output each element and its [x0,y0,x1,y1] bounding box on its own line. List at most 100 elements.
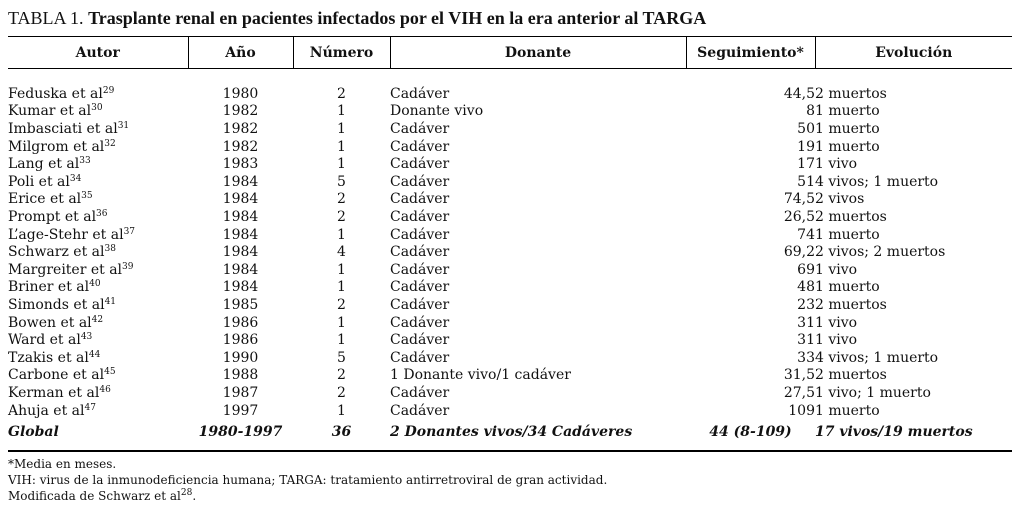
followup-cell: 23 [797,297,815,314]
table-title: TABLA 1. Trasplante renal en pacientes i… [8,8,706,29]
table-row: Ward et al43 1986 1 Cadáver 31 1 vivo [8,332,1012,350]
number-cell: 2 [337,384,346,401]
year-cell: 1984 [222,279,259,296]
reference-number: 42 [91,314,104,325]
donor-cell: Cadáver [390,85,450,102]
year-cell: 1982 [222,121,259,138]
author-name: Kumar et al [8,103,92,120]
author-name: Ward et al [8,332,81,349]
table-row: Briner et al40 1984 1 Cadáver 48 1 muerto [8,279,1012,297]
author-name: Schwarz et al [8,244,105,261]
author-name: Ahuja et al [8,402,85,419]
reference-number: 41 [104,297,117,308]
header-donor: Donante [389,37,686,68]
followup-cell: 50 [797,121,815,138]
footnote-abbreviations: VIH: virus de la inmunodeficiencia human… [8,473,608,487]
reference-number: 39 [122,261,134,272]
reference-number: 38 [104,244,116,255]
author-name: Carbone et al [8,367,105,384]
outcome-cell: 1 muerto [815,103,880,120]
followup-cell: 8 [806,103,815,120]
author-name: L’age-Stehr et al [8,226,124,243]
donor-cell: Cadáver [390,384,450,401]
year-cell: 1997 [222,402,259,419]
donor-cell: Cadáver [390,191,450,208]
followup-cell: 17 [797,156,815,173]
number-cell: 2 [337,85,346,102]
table-row: Milgrom et al32 1982 1 Cadáver 19 1 muerto [8,138,1012,156]
footnote-mean: *Media en meses. [8,457,117,471]
outcome-cell: 2 muertos [815,297,887,314]
table-row: Margreiter et al39 1984 1 Cadáver 69 1 vivo [8,262,1012,280]
bottom-rule [8,450,1012,452]
author-cell: L’age-Stehr et al37 [8,226,188,244]
followup-cell: 109 [788,402,815,419]
number-cell: 2 [337,367,346,384]
year-cell: 1984 [222,191,259,208]
number-cell: 5 [337,173,346,190]
reference-number: 29 [102,85,115,96]
author-name: Tzakis et al [8,349,89,366]
total-number: 36 [331,424,352,441]
table-caption: Trasplante renal en pacientes infectados… [88,8,707,28]
reference-number: 32 [104,138,116,149]
author-name: Simonds et al [8,297,105,314]
footnotes: *Media en meses. VIH: virus de la inmuno… [8,456,607,504]
number-cell: 1 [337,402,346,419]
donor-cell: Cadáver [390,173,450,190]
header-author: Autor [75,44,120,61]
followup-cell: 27,5 [783,384,815,401]
author-cell: Carbone et al45 [8,367,188,385]
donor-cell: Cadáver [390,261,450,278]
followup-cell: 33 [797,349,815,366]
year-cell: 1983 [222,156,259,173]
donor-cell: Cadáver [390,244,450,261]
table-row: Kumar et al30 1982 1 Donante vivo 8 1 muerto [8,103,1012,121]
reference-number: 47 [84,402,96,413]
followup-cell: 26,5 [783,209,815,226]
outcome-cell: 1 muerto [815,279,880,296]
reference-number: 31 [117,121,130,132]
number-cell: 1 [337,279,346,296]
donor-cell: Cadáver [390,156,450,173]
outcome-cell: 1 muerto [815,138,880,155]
table-row: Schwarz et al38 1984 4 Cadáver 69,2 2 vivos; … [8,244,1012,262]
followup-cell: 31,5 [783,367,815,384]
table-row: Simonds et al41 1985 2 Cadáver 23 2 muertos [8,297,1012,315]
reference-number: 46 [99,384,111,395]
outcome-cell: 1 muerto [815,402,880,419]
followup-cell: 48 [797,279,815,296]
donor-cell: Cadáver [390,402,450,419]
year-cell: 1990 [222,349,259,366]
followup-cell: 19 [797,138,815,155]
number-cell: 1 [337,261,346,278]
followup-cell: 69 [797,261,815,278]
reference-number: 36 [96,209,108,220]
footnote-source-end: . [192,489,197,503]
spacer-row [8,68,1012,86]
author-cell: Tzakis et al44 [8,350,188,368]
followup-cell: 51 [797,173,815,190]
year-cell: 1988 [222,367,259,384]
total-outcome: 17 vivos/19 muertos [815,424,973,441]
author-cell: Lang et al33 [8,156,188,174]
donor-cell: Cadáver [390,279,450,296]
number-cell: 1 [337,138,346,155]
table-total: Global 1980-1997 36 2 Donantes vivos/34 … [8,420,1012,446]
reference-number: 44 [88,349,101,360]
header-followup: Seguimiento* [685,37,815,68]
year-cell: 1985 [222,297,259,314]
number-cell: 2 [337,297,346,314]
donor-cell: Cadáver [390,297,450,314]
table-row: Imbasciati et al31 1982 1 Cadáver 50 1 muerto [8,121,1012,139]
outcome-cell: 2 muertos [815,367,887,384]
total-donor: 2 Donantes vivos/34 Cadáveres [390,424,633,441]
number-cell: 4 [337,244,346,261]
followup-cell: 74,5 [783,191,815,208]
total-label: Global [8,424,59,441]
author-name: Imbasciati et al [8,121,118,138]
outcome-cell: 1 muerto [815,121,880,138]
author-name: Kerman et al [8,384,100,401]
followup-cell: 31 [797,332,815,349]
reference-number: 43 [80,332,93,343]
